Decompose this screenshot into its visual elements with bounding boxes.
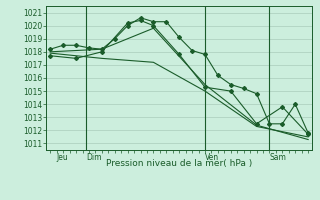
X-axis label: Pression niveau de la mer( hPa ): Pression niveau de la mer( hPa ) (106, 159, 252, 168)
Text: Sam: Sam (269, 153, 286, 162)
Text: Jeu: Jeu (57, 153, 68, 162)
Text: Dim: Dim (86, 153, 102, 162)
Text: Ven: Ven (205, 153, 219, 162)
